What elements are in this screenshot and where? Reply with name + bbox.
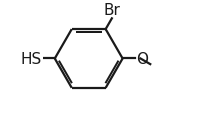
Text: HS: HS (21, 52, 42, 66)
Text: O: O (136, 52, 148, 66)
Text: Br: Br (103, 3, 120, 18)
